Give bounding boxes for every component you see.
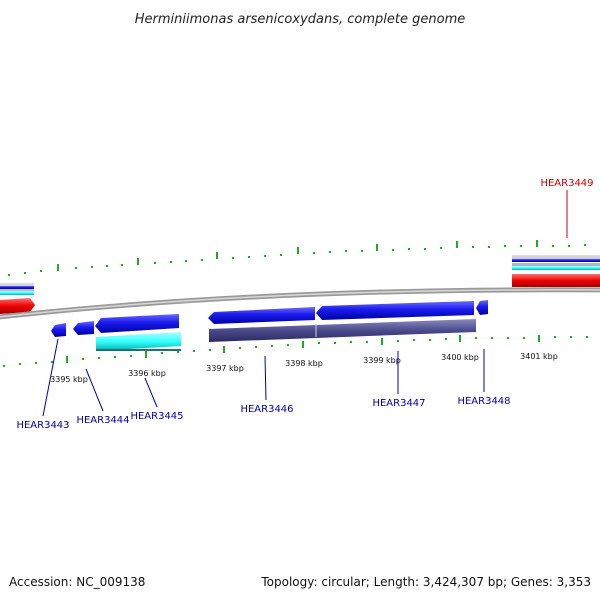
accession-text: Accession: NC_009138 xyxy=(9,575,145,589)
gene-label-hear3447[interactable]: HEAR3447 xyxy=(372,398,425,409)
lower-tick-row xyxy=(3,335,588,367)
genome-summary-text: Topology: circular; Length: 3,424,307 bp… xyxy=(260,575,591,589)
gene-hear3448[interactable] xyxy=(476,300,488,315)
right-edge-features xyxy=(512,255,600,287)
gene-hear3444[interactable] xyxy=(73,321,94,335)
gene-hear3447[interactable] xyxy=(316,301,474,320)
secondary-track xyxy=(96,319,476,351)
gene-leader-lines xyxy=(42,190,568,417)
dark-feature xyxy=(209,319,476,342)
scale-labels: 3395 kbp 3396 kbp 3397 kbp 3398 kbp 3399… xyxy=(50,352,558,384)
gene-label-hear3443[interactable]: HEAR3443 xyxy=(16,420,69,431)
scale-label: 3395 kbp xyxy=(50,375,88,384)
scale-label: 3400 kbp xyxy=(441,353,479,362)
upper-tick-row xyxy=(8,240,586,276)
gene-label-hear3444[interactable]: HEAR3444 xyxy=(76,415,129,426)
gene-labels: HEAR3443 HEAR3444 HEAR3445 HEAR3446 HEAR… xyxy=(16,178,593,431)
gene-label-hear3446[interactable]: HEAR3446 xyxy=(240,404,293,415)
gene-label-hear3445[interactable]: HEAR3445 xyxy=(130,411,183,422)
scale-label: 3397 kbp xyxy=(206,364,244,373)
scale-label: 3398 kbp xyxy=(285,359,323,368)
cds-track xyxy=(51,300,488,337)
gene-hear3446[interactable] xyxy=(208,307,315,324)
gene-label-hear3449[interactable]: HEAR3449 xyxy=(540,178,593,189)
left-edge-features xyxy=(0,283,35,314)
map-title: Herminiimonas arsenicoxydans, complete g… xyxy=(135,12,465,27)
scale-label: 3401 kbp xyxy=(520,352,558,361)
cyan-feature xyxy=(96,332,181,351)
scale-label: 3399 kbp xyxy=(363,356,401,365)
gene-hear3445[interactable] xyxy=(95,314,179,333)
scale-label: 3396 kbp xyxy=(128,369,166,378)
gene-hear3443[interactable] xyxy=(51,323,66,337)
gene-label-hear3448[interactable]: HEAR3448 xyxy=(457,396,510,407)
